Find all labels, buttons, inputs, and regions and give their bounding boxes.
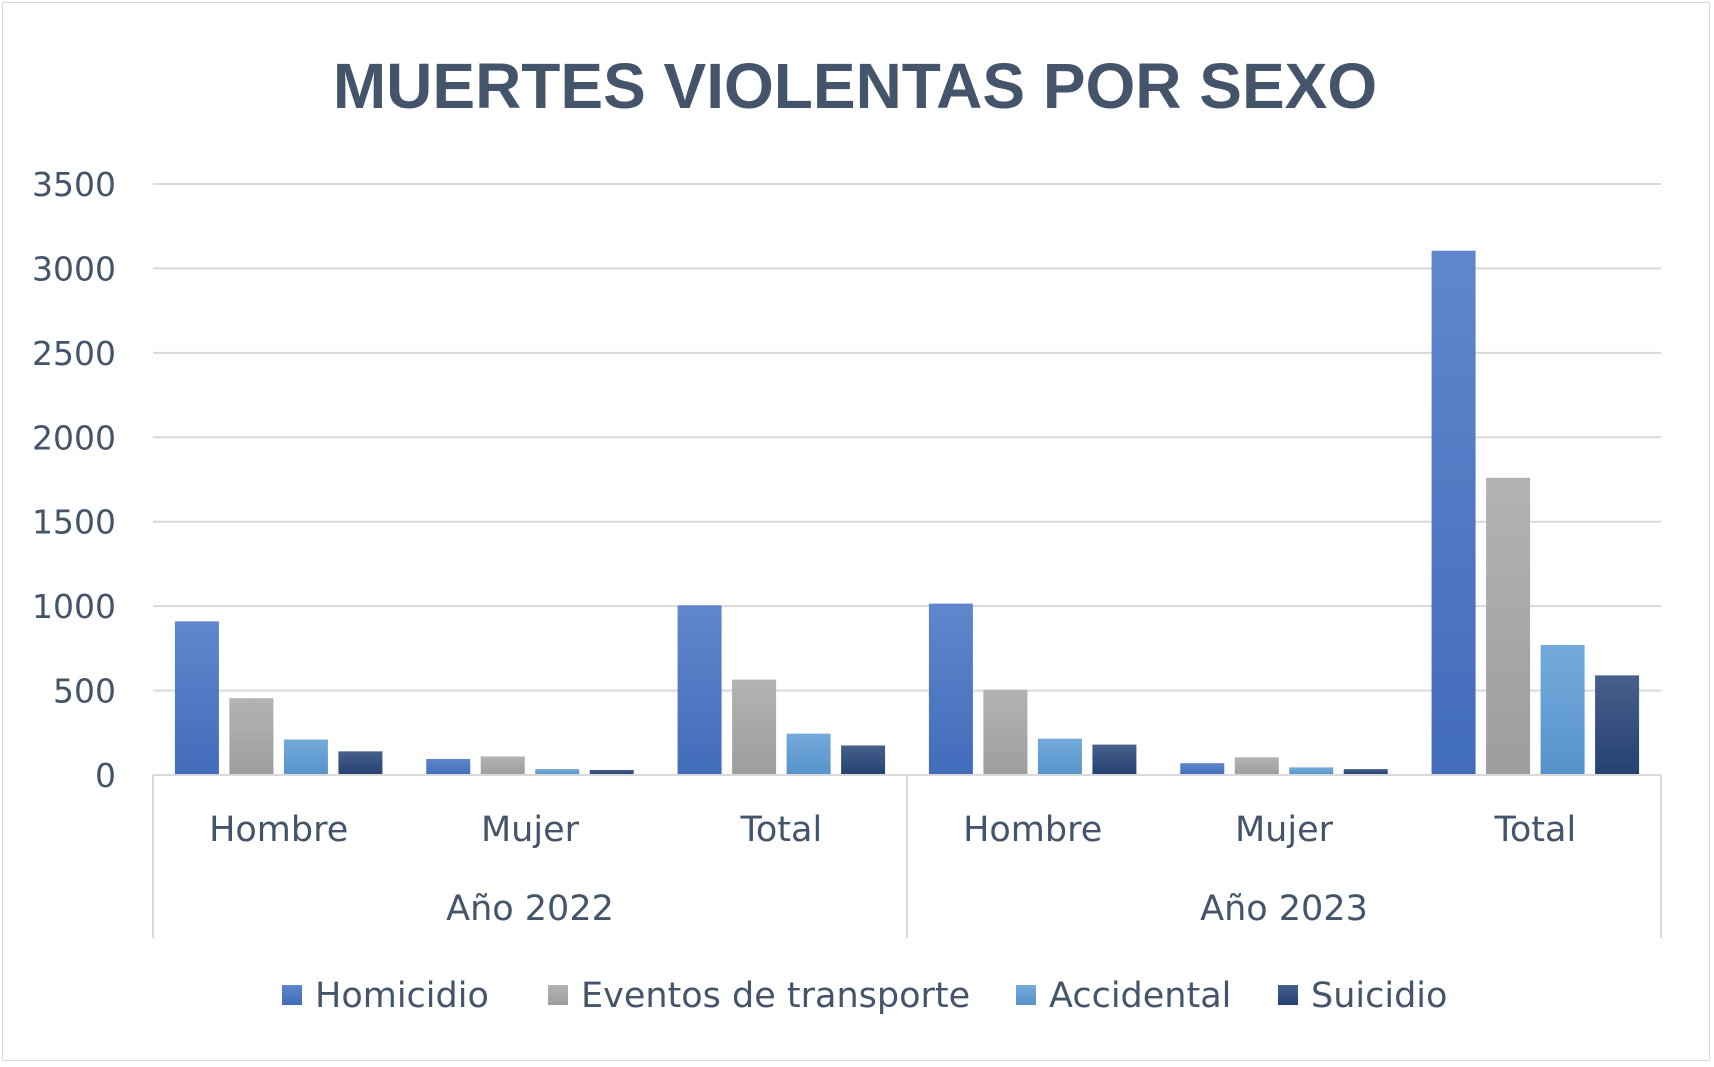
bar-suicidio (1595, 675, 1640, 775)
y-tick-label: 3000 (32, 249, 116, 288)
bar-eventos-de-transporte (732, 679, 777, 775)
legend-label: Homicidio (315, 976, 489, 1016)
y-tick-label: 1000 (32, 587, 116, 626)
bar-homicidio (677, 605, 722, 775)
bar-homicidio (174, 621, 219, 775)
bar-suicidio (338, 751, 383, 775)
legend-label: Eventos de transporte (581, 976, 970, 1016)
bar-accidental (1289, 767, 1334, 775)
category-label: Mujer (1235, 810, 1334, 850)
category-label: Hombre (963, 810, 1102, 850)
legend-label: Accidental (1049, 976, 1231, 1016)
y-tick-label: 0 (95, 756, 116, 795)
category-label: Total (1493, 810, 1576, 850)
bar-suicidio (589, 769, 634, 775)
bar-homicidio (1180, 763, 1225, 775)
bar-eventos-de-transporte (1486, 477, 1531, 775)
legend-swatch (1016, 985, 1036, 1005)
legend: Homicidio Eventos de transporte Accidental… (282, 976, 1447, 1016)
chart-svg: MUERTES VIOLENTAS POR SEXO 0 500 1000 1500 2… (32, 50, 1662, 1016)
bar-accidental (283, 739, 328, 775)
bar-homicidio (1431, 250, 1476, 775)
bar-eventos-de-transporte (1234, 757, 1279, 775)
bar-accidental (1037, 738, 1082, 775)
legend-swatch (1278, 985, 1298, 1005)
bar-eventos-de-transporte (983, 689, 1028, 775)
bar-suicidio (1092, 744, 1137, 775)
y-tick-label: 500 (53, 672, 116, 711)
y-tick-label: 3500 (32, 165, 116, 204)
group-label: Año 2022 (446, 889, 614, 929)
y-tick-label: 1500 (32, 503, 116, 542)
legend-swatch (548, 985, 568, 1005)
legend-label: Suicidio (1311, 976, 1447, 1016)
category-label: Hombre (209, 810, 348, 850)
bar-accidental (1540, 644, 1585, 775)
chart-title: MUERTES VIOLENTAS POR SEXO (333, 50, 1377, 122)
legend-swatch (282, 985, 302, 1005)
bars (174, 250, 1640, 775)
category-label: Total (739, 810, 822, 850)
bar-eventos-de-transporte (229, 698, 274, 775)
category-label: Mujer (481, 810, 580, 850)
bar-suicidio (1343, 769, 1388, 775)
y-axis-ticks: 0 500 1000 1500 2000 2500 3000 3500 (32, 165, 116, 795)
gridlines (153, 183, 1661, 692)
y-tick-label: 2500 (32, 334, 116, 373)
y-tick-label: 2000 (32, 418, 116, 457)
bar-homicidio (426, 758, 471, 775)
bar-homicidio (928, 603, 973, 775)
x-axis: Hombre Mujer Total Hombre Mujer Total Año 2022… (152, 774, 1662, 938)
group-label: Año 2023 (1200, 889, 1368, 929)
bar-suicidio (841, 745, 886, 775)
bar-accidental (786, 733, 831, 775)
bar-eventos-de-transporte (480, 756, 525, 775)
bar-accidental (535, 769, 580, 775)
